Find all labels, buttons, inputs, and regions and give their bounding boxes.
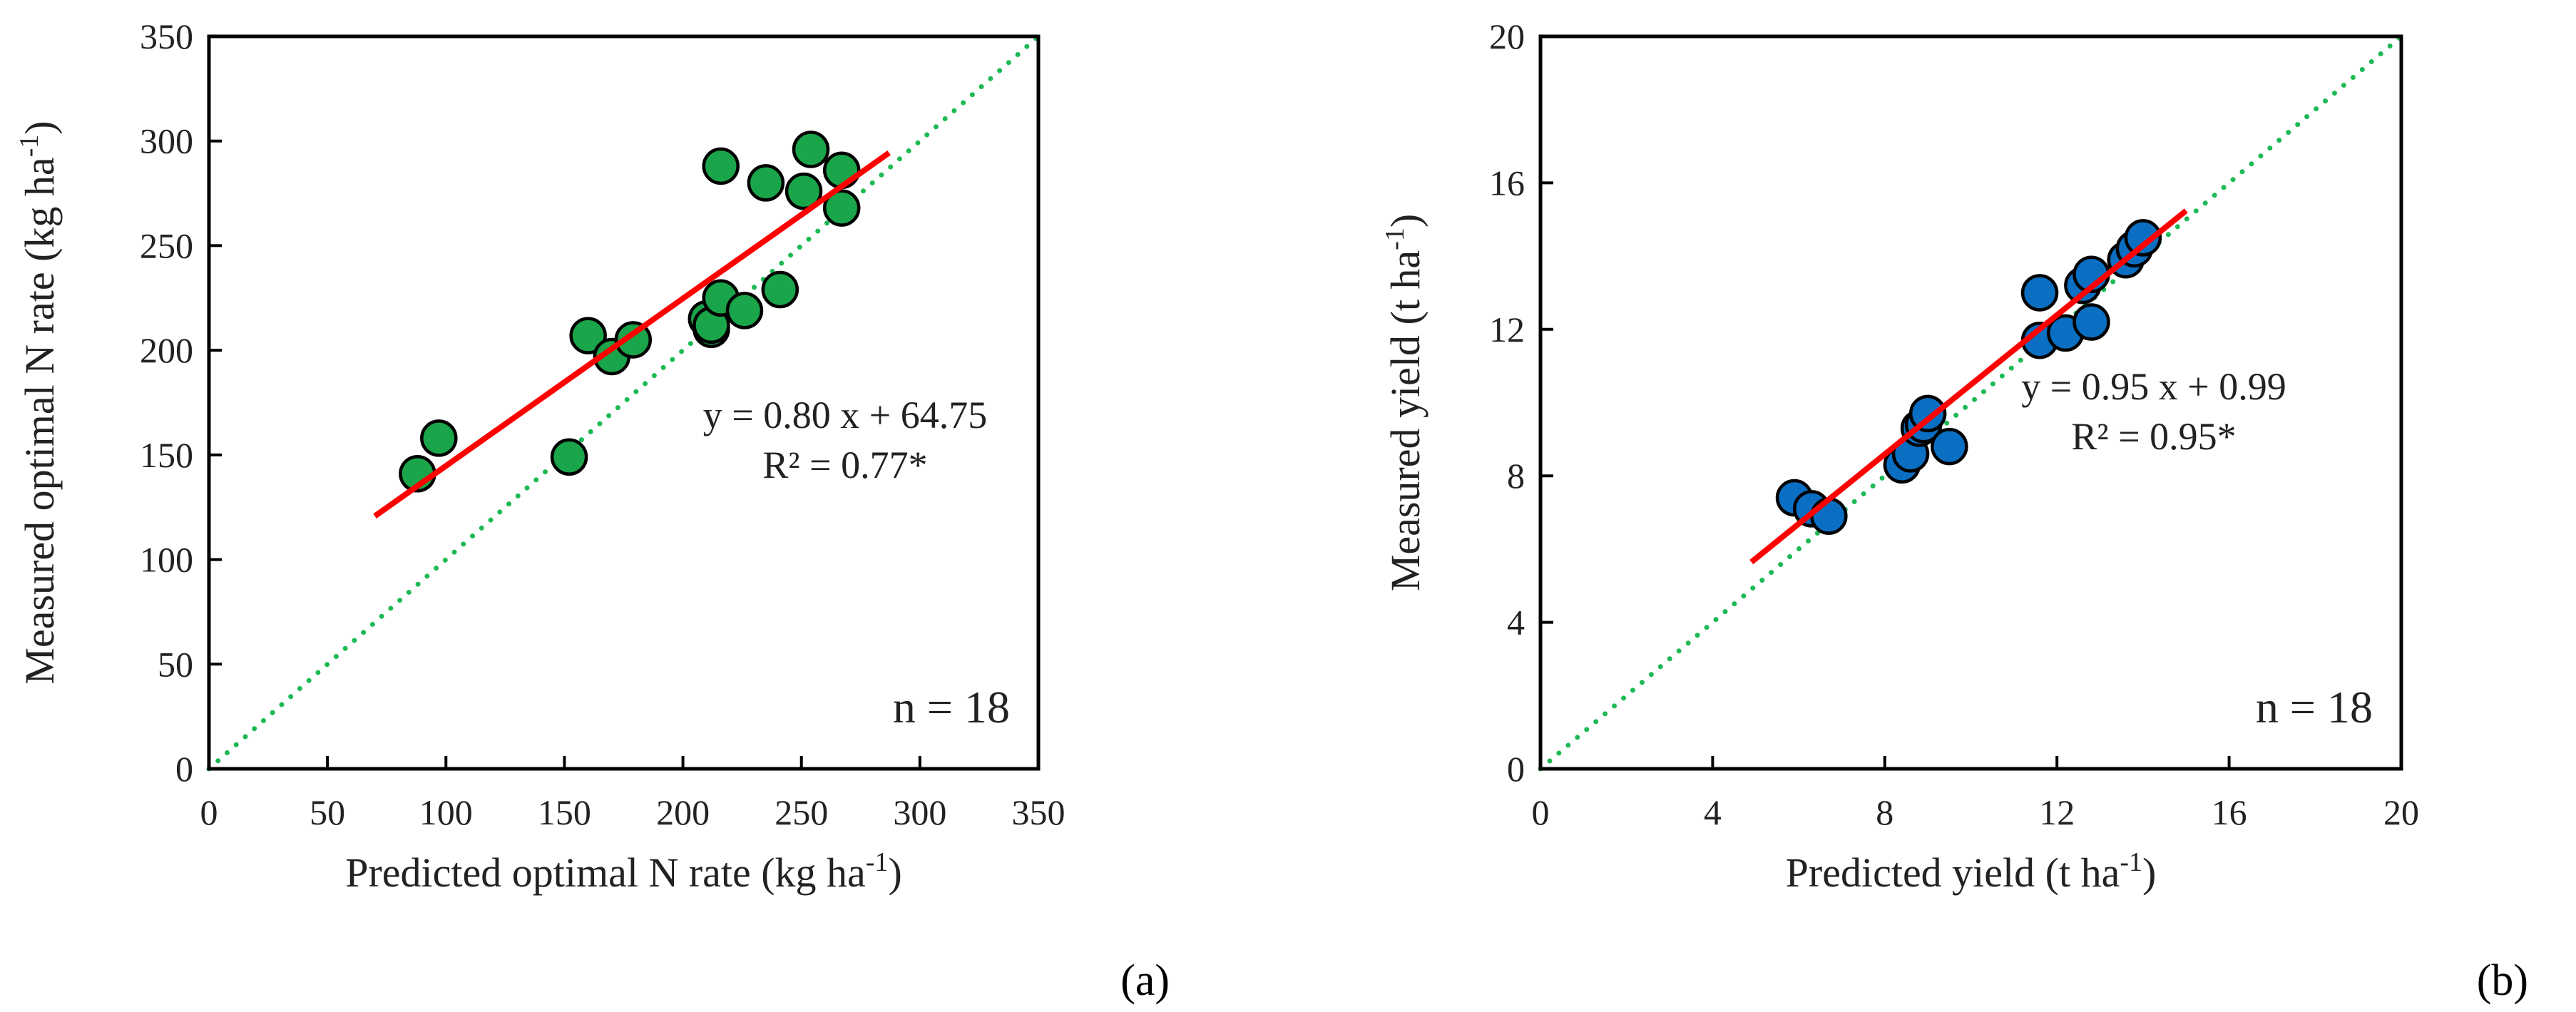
data-point — [725, 292, 764, 329]
sample-size: n = 18 — [2256, 682, 2373, 732]
x-tick-label: 12 — [2039, 792, 2075, 832]
y-tick-label: 0 — [1507, 749, 1525, 789]
regression-line — [1749, 208, 2188, 565]
plot-frame — [207, 34, 1041, 771]
data-point — [784, 172, 823, 210]
one-to-one-line — [206, 34, 1041, 772]
panel-label: (a) — [1120, 956, 1170, 1005]
x-tick-label: 4 — [1704, 792, 1722, 832]
panel-b: 0 4 8 12 16 20 0 4 8 12 16 20 y = 0.95 x + 0.99 R² = … — [1489, 16, 2528, 1005]
data-point — [2072, 303, 2110, 341]
data-point — [1908, 394, 1947, 433]
data-point — [702, 147, 740, 185]
x-tick-label: 150 — [538, 792, 591, 832]
data-point — [747, 164, 785, 202]
x-tick-label: 0 — [200, 792, 218, 832]
y-tick-label: 350 — [140, 16, 193, 56]
x-tick-label: 300 — [893, 792, 946, 832]
y-tick-label: 250 — [140, 225, 193, 265]
y-tick-label: 100 — [140, 540, 193, 580]
y-axis-label: Measured optimal N rate (kg ha-1) — [14, 121, 63, 684]
y-tick-label: 150 — [140, 435, 193, 475]
y-tick-label: 16 — [1489, 163, 1525, 203]
plot-frame — [1538, 34, 2403, 771]
x-axis-label: Predicted yield (t ha-1) — [1786, 847, 2157, 896]
data-point — [822, 151, 861, 190]
x-tick-label: 350 — [1012, 792, 1065, 832]
x-tick-label: 0 — [1532, 792, 1550, 832]
y-tick-label: 12 — [1489, 310, 1525, 349]
panel-a: 0 50 100 150 200 250 300 350 0 50 100 150 200 250 300 3… — [140, 16, 1170, 1005]
x-tick-label: 8 — [1876, 792, 1893, 832]
x-tick-label: 20 — [2383, 792, 2419, 832]
data-point — [2124, 219, 2162, 257]
y-tick-label: 0 — [175, 749, 193, 789]
y-tick-label: 20 — [1489, 16, 1525, 56]
regression-equation: y = 0.80 x + 64.75 — [703, 394, 987, 436]
data-point — [569, 317, 607, 354]
y-tick-label: 200 — [140, 330, 193, 370]
x-tick-label: 250 — [775, 792, 828, 832]
data-point — [550, 438, 588, 476]
data-point — [1931, 427, 1968, 466]
data-point — [2020, 274, 2059, 312]
data-point — [761, 270, 799, 309]
data-point — [614, 321, 653, 359]
data-point — [420, 419, 458, 457]
x-tick-label: 200 — [656, 792, 710, 832]
data-point — [822, 189, 861, 227]
y-tick-label: 50 — [158, 644, 193, 684]
y-axis-label: Measured yield (t ha-1) — [1380, 214, 1428, 591]
y-tick-label: 8 — [1507, 456, 1525, 496]
x-axis-label: Predicted optimal N rate (kg ha-1) — [345, 847, 902, 896]
sample-size: n = 18 — [893, 682, 1010, 732]
panel-label: (b) — [2477, 956, 2528, 1005]
data-point — [792, 131, 830, 168]
x-tick-label: 16 — [2212, 792, 2247, 832]
r-squared: R² = 0.77* — [762, 444, 927, 486]
data-point — [1810, 497, 1848, 535]
x-tick-label: 50 — [310, 792, 345, 832]
y-tick-label: 300 — [140, 121, 193, 161]
r-squared: R² = 0.95* — [2071, 415, 2236, 458]
x-tick-label: 100 — [419, 792, 473, 832]
regression-equation: y = 0.95 x + 0.99 — [2021, 365, 2286, 408]
y-tick-label: 4 — [1507, 603, 1525, 643]
regression-line — [373, 150, 891, 518]
